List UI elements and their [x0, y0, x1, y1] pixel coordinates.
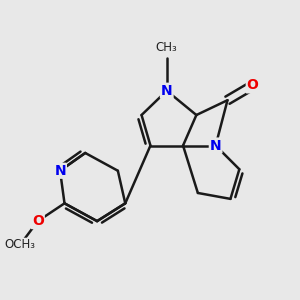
Text: N: N: [54, 164, 66, 178]
Text: O: O: [247, 78, 259, 92]
Text: O: O: [32, 214, 44, 228]
Text: N: N: [210, 139, 221, 153]
Text: N: N: [161, 84, 172, 98]
Text: OCH₃: OCH₃: [4, 238, 36, 251]
Text: CH₃: CH₃: [156, 41, 178, 54]
